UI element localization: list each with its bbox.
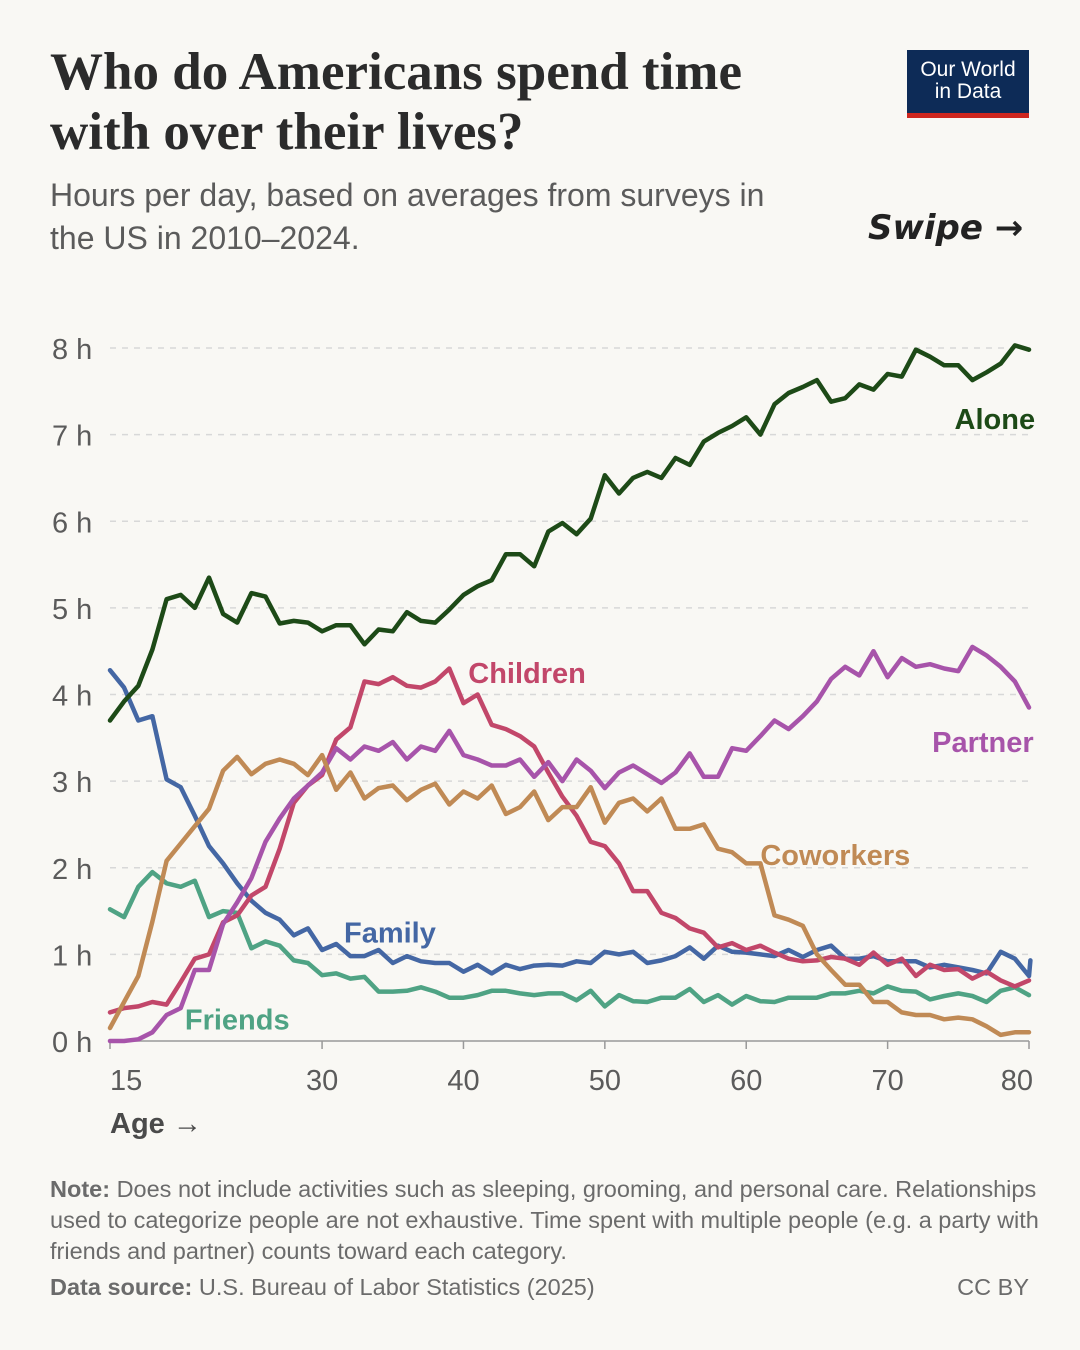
series-label-family: Family (344, 918, 436, 950)
license-label[interactable]: CC BY (957, 1274, 1029, 1300)
logo-line-1: Our World (920, 58, 1016, 81)
series-line-friends (107, 869, 1032, 1009)
y-tick-label: 7 h (52, 421, 92, 453)
series-line-alone (107, 343, 1032, 723)
y-tick-label: 0 h (52, 1027, 92, 1059)
chart-title: Who do Americans spend time with over th… (50, 43, 742, 161)
y-tick-label: 4 h (52, 681, 92, 713)
y-tick-label: 8 h (52, 334, 92, 366)
data-source: Data source: U.S. Bureau of Labor Statis… (50, 1274, 595, 1301)
series-label-partner: Partner (932, 727, 1034, 759)
x-tick-label: 50 (589, 1065, 621, 1097)
source-label: Data source: (50, 1274, 193, 1300)
series-label-alone: Alone (955, 404, 1036, 436)
series-label-friends: Friends (185, 1004, 290, 1036)
x-axis-title: Age → (110, 1108, 202, 1140)
owid-logo[interactable]: Our World in Data (907, 50, 1029, 118)
series-line-family (107, 667, 1033, 979)
x-tick-label: 40 (447, 1065, 479, 1097)
swipe-hint[interactable]: Swipe → (868, 208, 1024, 248)
logo-line-2: in Data (934, 80, 1002, 103)
chart-subtitle: Hours per day, based on averages from su… (50, 177, 765, 256)
source-text[interactable]: U.S. Bureau of Labor Statistics (2025) (192, 1274, 595, 1300)
x-tick-label: 30 (306, 1065, 338, 1097)
x-tick-label: 15 (110, 1065, 142, 1097)
x-tick-label: 70 (871, 1065, 903, 1097)
y-tick-label: 5 h (52, 594, 92, 626)
y-tick-label: 1 h (52, 940, 92, 972)
series-line-partner (107, 644, 1032, 1044)
note-label: Note: (50, 1176, 111, 1202)
series-label-children: Children (468, 658, 586, 690)
series-line-coworkers (107, 752, 1032, 1038)
y-tick-label: 3 h (52, 767, 92, 799)
x-tick-label: 60 (730, 1065, 762, 1097)
y-tick-label: 2 h (52, 854, 92, 886)
y-tick-label: 6 h (52, 507, 92, 539)
chart-note: Note: Does not include activities such a… (50, 1174, 1040, 1267)
x-tick-label: 80 (1001, 1065, 1033, 1097)
note-text: Does not include activities such as slee… (50, 1176, 1039, 1264)
series-label-coworkers: Coworkers (760, 840, 910, 872)
